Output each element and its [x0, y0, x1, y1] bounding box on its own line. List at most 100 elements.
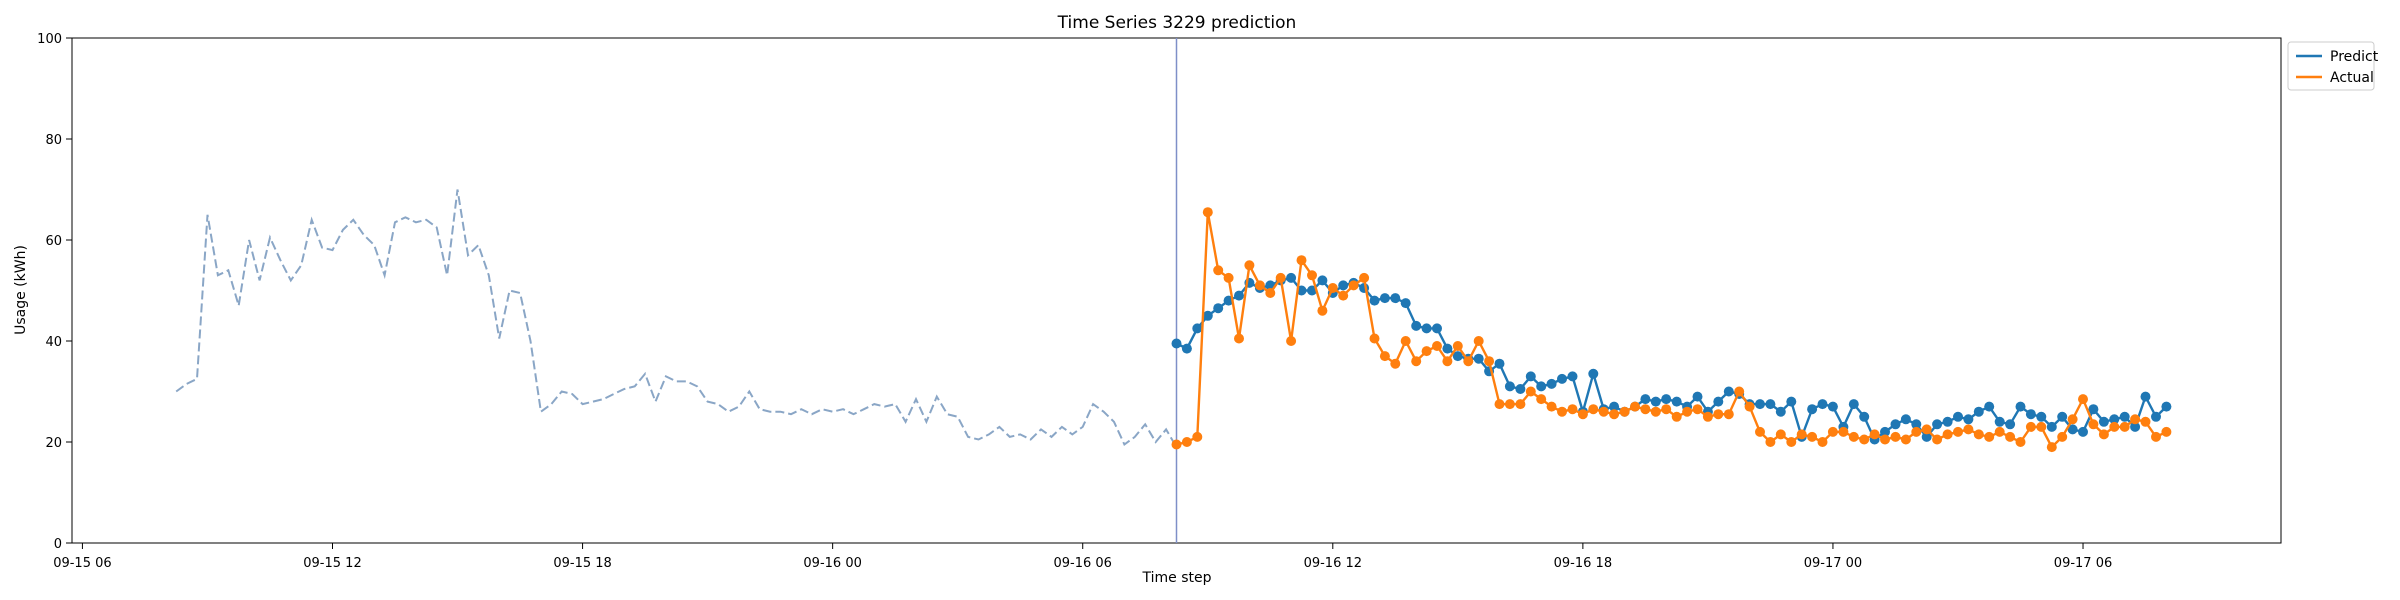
predict-point: [1421, 323, 1432, 334]
predict-point: [1932, 419, 1943, 430]
predict-point: [1338, 280, 1349, 291]
predict-point: [1494, 358, 1505, 369]
predict-point: [2036, 411, 2047, 422]
predict-point: [1213, 303, 1224, 314]
actual-point: [1484, 356, 1495, 367]
x-tick-label: 09-15 12: [303, 556, 361, 571]
history-line: [175, 189, 1178, 448]
predict-point: [1640, 394, 1651, 405]
predict-point: [1452, 351, 1463, 362]
actual-point: [1775, 429, 1786, 440]
y-tick-label: 100: [37, 32, 62, 47]
actual-point: [1880, 434, 1890, 445]
actual-point: [1713, 409, 1724, 420]
actual-point: [1296, 255, 1307, 266]
predict-line: [1175, 276, 2168, 442]
predict-point: [2109, 414, 2120, 425]
x-axis-label: Time step: [1142, 570, 1212, 586]
predict-point: [2025, 409, 2036, 420]
predict-point: [1880, 426, 1890, 437]
predict-point: [1171, 338, 1182, 349]
predict-point: [2140, 391, 2151, 402]
actual-point: [2161, 426, 2172, 437]
predict-point: [1713, 396, 1724, 407]
y-tick-label: 20: [45, 436, 62, 451]
actual-point: [1421, 346, 1432, 357]
actual-point: [1452, 341, 1463, 351]
actual-point: [1400, 336, 1411, 346]
predict-point: [2005, 419, 2016, 430]
actual-point: [1994, 426, 2005, 437]
actual-point: [1223, 272, 1234, 283]
predict-point: [1473, 353, 1484, 364]
predict-point: [2088, 404, 2099, 415]
predict-point: [1807, 404, 1818, 415]
actual-point: [1890, 431, 1901, 442]
y-tick-label: 80: [45, 133, 62, 148]
x-axis: 09-15 06 09-15 12 09-15 18 09-16 00 09-16 06…: [53, 543, 2112, 571]
predict-point: [2067, 424, 2078, 435]
x-tick-label: 09-17 06: [2054, 556, 2112, 571]
predict-point: [1432, 323, 1442, 334]
predict-point: [1567, 371, 1578, 382]
actual-point: [1432, 341, 1442, 351]
x-tick-label: 09-15 06: [53, 556, 111, 571]
y-tick-label: 0: [54, 537, 62, 552]
predict-legend-label: Predict: [2330, 49, 2379, 65]
actual-point: [1317, 305, 1328, 316]
predict-point: [2057, 411, 2068, 422]
actual-point: [1661, 404, 1672, 415]
actual-point: [1848, 431, 1859, 442]
actual-point: [1254, 280, 1265, 291]
actual-point: [2046, 442, 2057, 453]
actual-point: [1630, 401, 1640, 412]
predict-point: [1942, 416, 1953, 427]
actual-point: [1567, 404, 1578, 415]
actual-point: [1348, 280, 1359, 291]
actual-point: [2151, 431, 2161, 442]
actual-point: [1307, 270, 1317, 281]
actual-point: [2140, 416, 2151, 427]
predict-point: [1504, 381, 1515, 392]
y-axis: 0 20 40 60 80 100: [37, 32, 72, 552]
actual-point: [1807, 431, 1818, 442]
predict-point: [1192, 323, 1203, 334]
actual-point: [1755, 426, 1765, 437]
actual-point: [1181, 437, 1192, 447]
actual-point: [1536, 394, 1547, 405]
actual-point: [1202, 207, 1213, 218]
actual-point: [1859, 434, 1870, 445]
x-tick-label: 09-17 00: [1804, 556, 1862, 571]
actual-point: [2067, 414, 2078, 425]
y-tick-label: 40: [45, 335, 62, 350]
predict-point: [1411, 320, 1422, 331]
actual-point: [1192, 431, 1203, 442]
actual-point: [1244, 260, 1255, 271]
actual-point: [1984, 431, 1995, 442]
actual-point: [1442, 356, 1453, 367]
predict-point: [1755, 399, 1765, 410]
predict-point: [1765, 399, 1776, 410]
actual-point: [1671, 411, 1682, 422]
predict-point: [1609, 401, 1620, 412]
actual-point: [1911, 426, 1922, 437]
actual-point: [1609, 409, 1620, 420]
predict-point: [1921, 431, 1932, 442]
x-tick-label: 09-16 06: [1053, 556, 1111, 571]
predict-point: [1984, 401, 1995, 412]
actual-point: [1786, 437, 1797, 447]
actual-point: [1932, 434, 1943, 445]
y-axis-label: Usage (kWh): [13, 245, 29, 335]
actual-point: [1619, 406, 1630, 417]
predict-point: [1848, 399, 1859, 410]
predict-point: [1900, 414, 1911, 425]
actual-point: [1817, 437, 1828, 447]
actual-point: [2015, 437, 2026, 447]
x-tick-label: 09-16 12: [1304, 556, 1362, 571]
predict-point: [1953, 411, 1963, 422]
x-tick-label: 09-16 00: [803, 556, 861, 571]
predict-point: [1661, 394, 1672, 405]
actual-point: [1504, 399, 1515, 410]
predict-point: [1963, 414, 1974, 425]
